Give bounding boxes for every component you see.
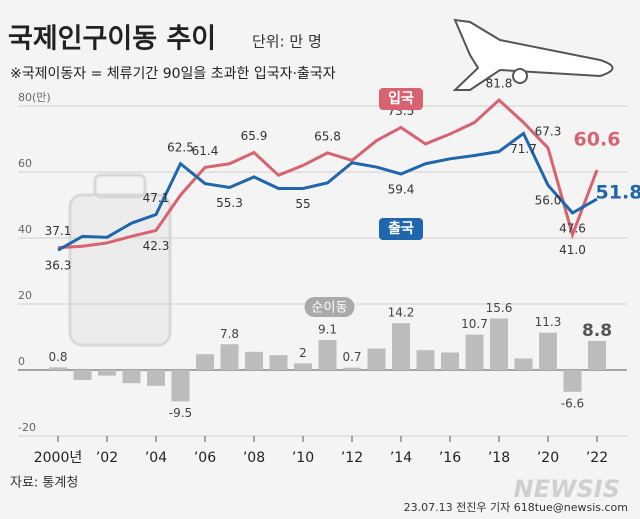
bar (588, 340, 606, 370)
series-label: 입국 (388, 91, 414, 107)
y-tick-label: -20 (18, 421, 36, 434)
x-tick-label: ’02 (96, 450, 118, 466)
bar-value-label: -9.5 (169, 406, 192, 420)
bar (245, 351, 263, 370)
x-tick-label: ’18 (488, 450, 510, 466)
bar (367, 348, 386, 370)
bar (147, 370, 165, 386)
bar (416, 350, 435, 370)
unit: 단위: 만 명 (252, 33, 322, 51)
bar (465, 334, 484, 370)
line-value-label: 51.8 (596, 182, 640, 204)
bar (441, 352, 459, 370)
line-value-label: 59.4 (388, 182, 415, 196)
x-tick-label: ’06 (194, 450, 216, 466)
x-tick-label: ’16 (439, 450, 461, 466)
line (57, 131, 598, 252)
x-tick-label: ’08 (243, 450, 265, 466)
line-value-label: 41.0 (559, 243, 586, 257)
bar-value-label: 0.8 (48, 350, 67, 364)
bar (98, 370, 116, 376)
bar (539, 332, 557, 370)
bar (294, 363, 312, 370)
series-label: 출국 (388, 220, 414, 237)
bar-value-label: 2 (299, 346, 307, 360)
line-value-label: 60.6 (574, 129, 621, 151)
source: 자료: 통계청 (10, 476, 78, 491)
line-value-label: 65.8 (314, 129, 341, 143)
line-value-label: 55.3 (216, 196, 243, 210)
line-value-label: 47.6 (559, 221, 586, 235)
line-value-label: 71.7 (510, 142, 537, 156)
credit: 23.07.13 전진우 기자 618tue@newsis.com (404, 501, 628, 514)
bar (49, 367, 67, 370)
bar (514, 358, 533, 370)
y-tick-label: 0 (18, 355, 25, 368)
watermark: NEWSIS (514, 475, 620, 503)
line-value-label: 55 (295, 197, 310, 211)
y-tick-label: 20 (18, 289, 32, 302)
bar-value-label: 15.6 (486, 301, 513, 315)
line (57, 98, 599, 250)
bar (269, 355, 288, 370)
line-value-label: 56.0 (535, 194, 562, 208)
bar (343, 367, 361, 370)
bar-value-label: 9.1 (318, 322, 337, 336)
bar (196, 354, 214, 370)
line-value-label: 81.8 (486, 77, 513, 91)
bar-value-label: 10.7 (461, 317, 488, 331)
line-value-label: 67.3 (535, 124, 562, 138)
bar (122, 370, 141, 384)
x-tick-label: ’04 (145, 450, 167, 466)
x-tick-label: ’22 (586, 450, 608, 466)
x-tick-label: ’14 (390, 450, 412, 466)
chart-title: 국제인구이동 추이 (8, 24, 216, 55)
x-tick-label: ’10 (292, 450, 314, 466)
line-value-label: 37.1 (45, 224, 72, 238)
y-tick-label: 40 (18, 223, 32, 236)
bar-value-label: -6.6 (561, 396, 584, 410)
line-value-label: 65.9 (241, 129, 268, 143)
series-label-box (304, 297, 355, 317)
bar (171, 370, 190, 402)
bar (490, 318, 508, 370)
bar-value-label: 8.8 (582, 321, 612, 341)
x-tick-label: ’20 (537, 450, 559, 466)
y-tick-label: 80(만) (18, 91, 51, 104)
bar (392, 323, 410, 370)
y-tick-label: 60 (18, 157, 32, 170)
bar (318, 339, 337, 370)
line-value-label: 47.1 (143, 191, 170, 205)
line-value-label: 61.4 (192, 144, 219, 158)
line-value-label: 62.5 (167, 140, 194, 154)
bar-value-label: 7.8 (220, 327, 239, 341)
series-label-box (379, 218, 423, 240)
bar (220, 344, 239, 370)
x-tick-label: 2000년 (34, 450, 83, 466)
bar-value-label: 14.2 (388, 306, 415, 320)
series-label: 순이동 (312, 301, 348, 316)
bar (73, 370, 92, 380)
series-label-box (379, 88, 423, 110)
bar (563, 370, 582, 392)
bar-value-label: 11.3 (535, 315, 562, 329)
subtitle: ※국제이동자 = 체류기간 90일을 초과한 입국자·출국자 (10, 66, 336, 82)
line-value-label: 36.3 (45, 259, 72, 273)
bar-value-label: 0.7 (342, 350, 361, 364)
line-value-label: 42.3 (143, 239, 170, 253)
plane-icon (452, 18, 614, 91)
x-tick-label: ’12 (341, 450, 363, 466)
